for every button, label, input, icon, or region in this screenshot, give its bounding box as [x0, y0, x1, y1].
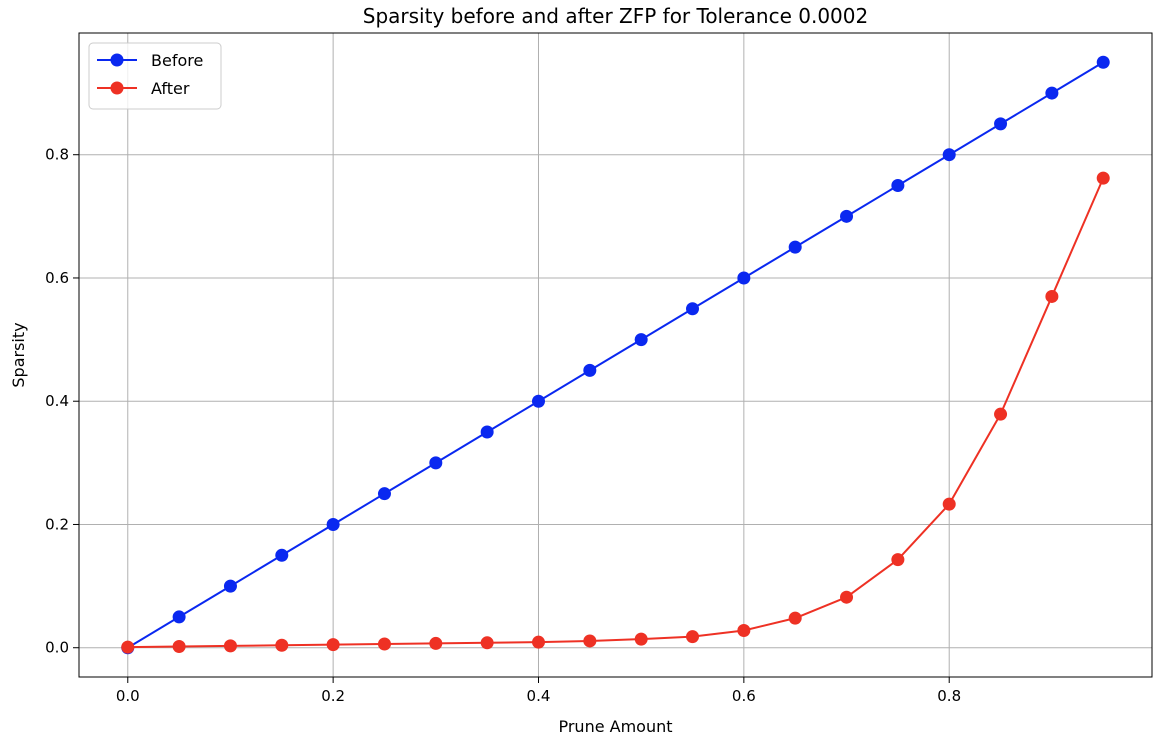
x-tick-label: 0.2	[321, 687, 345, 705]
grid-lines	[79, 33, 1152, 677]
y-tick-label: 0.8	[45, 146, 69, 164]
data-point-before	[840, 209, 854, 223]
x-tick-label: 0.6	[732, 687, 756, 705]
y-tick-label: 0.0	[45, 639, 69, 657]
data-point-after	[583, 634, 597, 648]
data-point-after	[377, 637, 391, 651]
data-point-after	[172, 639, 186, 653]
data-point-before	[480, 425, 494, 439]
data-point-after	[429, 636, 443, 650]
data-point-before	[788, 240, 802, 254]
legend: Before After	[88, 42, 222, 110]
data-point-before	[172, 610, 186, 624]
series-line-after	[127, 177, 1105, 649]
data-point-after	[634, 632, 648, 646]
data-point-after	[737, 623, 751, 637]
data-point-before	[737, 271, 751, 285]
series-plot-area	[121, 55, 1110, 655]
y-tick-label: 0.2	[45, 515, 69, 533]
data-point-before	[275, 548, 289, 562]
data-point-before	[377, 487, 391, 501]
data-point-before	[531, 394, 545, 408]
series-before	[121, 55, 1110, 655]
data-point-after	[480, 636, 494, 650]
data-point-after	[275, 638, 289, 652]
legend-marker-after	[110, 81, 124, 95]
y-axis-ticks: 0.0 0.2 0.4 0.6 0.8	[45, 146, 79, 657]
series-after	[121, 171, 1110, 654]
data-point-before	[583, 363, 597, 377]
data-point-after	[840, 590, 854, 604]
data-point-after	[942, 497, 956, 511]
data-point-after	[788, 611, 802, 625]
data-point-after	[1045, 289, 1059, 303]
data-point-before	[1096, 55, 1110, 69]
data-point-before	[223, 579, 237, 593]
plot-frame	[78, 32, 1153, 678]
legend-label-after: After	[151, 79, 190, 98]
series-line-before	[127, 61, 1104, 649]
y-tick-label: 0.4	[45, 392, 69, 410]
data-point-before	[429, 456, 443, 470]
x-axis-label: Prune Amount	[558, 717, 672, 736]
data-point-before	[994, 117, 1008, 131]
legend-marker-before	[110, 53, 124, 67]
data-point-after	[223, 639, 237, 653]
data-point-after	[326, 638, 340, 652]
x-axis-ticks: 0.0 0.2 0.4 0.6 0.8	[116, 677, 961, 705]
data-point-before	[326, 517, 340, 531]
data-point-after	[1096, 171, 1110, 185]
data-point-before	[634, 333, 648, 347]
y-tick-label: 0.6	[45, 269, 69, 287]
data-point-before	[942, 148, 956, 162]
data-point-after	[686, 630, 700, 644]
legend-label-before: Before	[151, 51, 203, 70]
x-tick-label: 0.4	[527, 687, 551, 705]
x-tick-label: 0.0	[116, 687, 140, 705]
chart-title: Sparsity before and after ZFP for Tolera…	[363, 4, 868, 28]
data-point-after	[531, 635, 545, 649]
data-point-before	[686, 302, 700, 316]
data-point-after	[994, 407, 1008, 421]
y-axis-label: Sparsity	[9, 322, 28, 387]
data-point-after	[121, 640, 135, 654]
data-point-after	[891, 553, 905, 567]
data-point-before	[891, 179, 905, 193]
data-point-before	[1045, 86, 1059, 100]
x-tick-label: 0.8	[937, 687, 961, 705]
